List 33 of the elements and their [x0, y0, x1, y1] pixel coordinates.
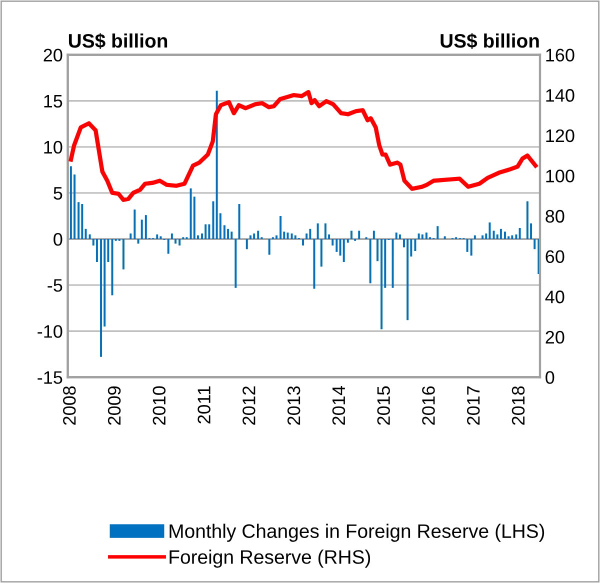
- y-tick-label: -15: [38, 371, 62, 384]
- x-tick-label: 2013: [287, 386, 300, 425]
- x-tick-label: 2012: [242, 386, 256, 425]
- x-tick-label: 2009: [108, 386, 121, 425]
- x-tick-label: 2018: [512, 386, 525, 425]
- y2-tick-label: 20: [546, 330, 564, 344]
- x-tick-label: 2017: [466, 386, 480, 425]
- y-tick-label: 20: [44, 48, 62, 62]
- y2-axis-title: US$ billion: [440, 33, 539, 49]
- y2-tick-label: 0: [546, 371, 554, 384]
- y-tick-label: -10: [38, 325, 62, 338]
- y2-tick-label: 80: [546, 210, 564, 223]
- x-tick-label: 2008: [63, 386, 76, 425]
- x-tick-label: 2016: [422, 386, 435, 425]
- y-tick-label: 10: [44, 140, 62, 154]
- legend-label: Foreign Reserve (RHS): [170, 550, 370, 568]
- y2-tick-label: 160: [546, 48, 574, 62]
- y2-tick-label: 60: [546, 250, 564, 264]
- y2-tick-label: 100: [546, 170, 574, 182]
- line-series: [68, 90, 538, 202]
- x-tick-label: 2014: [332, 386, 346, 425]
- x-tick-label: 2010: [152, 386, 166, 425]
- x-tick-label: 2015: [377, 386, 390, 425]
- y-tick-label: 0: [54, 232, 62, 246]
- y-tick-label: 15: [44, 94, 62, 108]
- y-tick-label: 5: [54, 187, 62, 200]
- x-tick-label: 2011: [198, 386, 210, 424]
- y2-tick-label: 40: [545, 290, 564, 304]
- y-axis-title: US$ billion: [68, 33, 168, 49]
- y2-tick-label: 140: [546, 89, 574, 102]
- y-tick-label: -5: [48, 279, 62, 292]
- legend-label: Monthly Changes in Foreign Reserve (LHS): [170, 524, 544, 542]
- y2-tick-label: 120: [546, 129, 574, 142]
